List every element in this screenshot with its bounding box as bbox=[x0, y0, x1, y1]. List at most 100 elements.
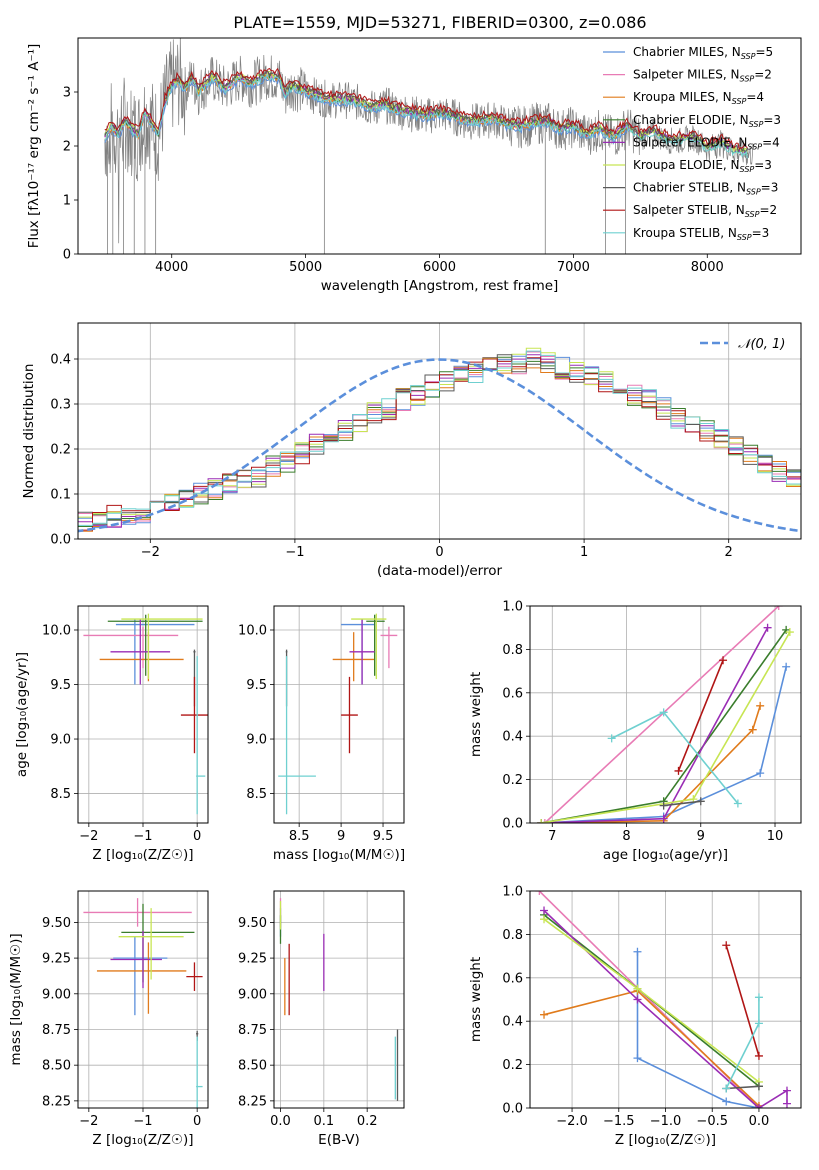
weight-marker bbox=[782, 1086, 791, 1095]
model-line bbox=[104, 73, 748, 159]
y-tick-label: 8.5 bbox=[50, 787, 71, 802]
x-tick-label: 6000 bbox=[423, 260, 456, 275]
model-line bbox=[104, 67, 748, 150]
x-tick-label: −2 bbox=[79, 829, 98, 844]
data-point bbox=[180, 676, 208, 754]
x-tick-label: 8 bbox=[622, 829, 630, 844]
weight-marker bbox=[719, 656, 728, 665]
weight-line bbox=[543, 909, 788, 1108]
x-tick-label: −0.5 bbox=[696, 1114, 728, 1129]
data-point bbox=[113, 936, 168, 1016]
legend-entry: Kroupa ELODIE, NSSP=3 bbox=[633, 158, 772, 174]
weight-marker bbox=[722, 941, 731, 950]
y-tick-label: 1 bbox=[63, 194, 71, 209]
mass-vs-metallicity-panel: −2 −1 0 8.25 8.50 8.75 9.00 9.25 9.50 Z [log₁₀(Z/… bbox=[8, 890, 209, 1148]
normal-curve bbox=[78, 358, 801, 533]
x-axis-label: Z [log₁₀(Z/Z☉)] bbox=[92, 847, 193, 863]
weight-marker bbox=[633, 947, 642, 956]
x-tick-label: 7 bbox=[548, 829, 556, 844]
y-tick-label: 9.50 bbox=[42, 916, 71, 931]
weight-marker bbox=[756, 701, 765, 710]
weight-marker bbox=[540, 915, 549, 924]
plot-area bbox=[83, 613, 208, 815]
x-tick-label: 0.0 bbox=[270, 1114, 291, 1129]
y-tick-label: 0.0 bbox=[502, 1102, 523, 1117]
mass-vs-reddening-panel: 0.0 0.1 0.2 8.25 8.50 8.75 9.00 9.25 9.50 E(B-V) bbox=[238, 890, 405, 1148]
data-point bbox=[196, 1036, 203, 1108]
x-axis-label: age [log₁₀(age/yr)] bbox=[603, 847, 728, 863]
x-tick-label: 8000 bbox=[691, 260, 724, 275]
plot-area bbox=[535, 891, 791, 1108]
y-tick-label: 9.00 bbox=[238, 987, 267, 1002]
y-tick-label: 8.50 bbox=[238, 1059, 267, 1074]
data-point bbox=[380, 626, 398, 669]
axes-frame bbox=[273, 605, 405, 824]
model-line bbox=[104, 70, 748, 154]
weight-line bbox=[677, 660, 724, 772]
weight-marker bbox=[756, 769, 765, 778]
x-tick-label: 4000 bbox=[155, 260, 188, 275]
x-axis-label: (data-model)/error bbox=[377, 563, 503, 579]
weight-marker bbox=[633, 1054, 642, 1063]
x-tick-label: 1 bbox=[580, 545, 588, 560]
age-vs-metallicity-panel: −2 −1 0 8.5 9.0 9.5 10.0 Z [log₁₀(Z/Z☉)] age [lo… bbox=[14, 605, 209, 863]
legend-entry: Salpeter MILES, NSSP=2 bbox=[633, 68, 772, 84]
histogram-step bbox=[78, 351, 801, 535]
plot-area bbox=[537, 606, 794, 823]
y-tick-label: 9.0 bbox=[246, 733, 267, 748]
y-axis-label: Flux [fλ10⁻¹⁷ erg cm⁻² s⁻¹ A⁻¹] bbox=[26, 44, 42, 249]
y-axis-label: Normed distribution bbox=[21, 364, 37, 499]
y-tick-label: 2 bbox=[63, 140, 71, 155]
weight-marker bbox=[659, 801, 668, 810]
data-point bbox=[351, 613, 387, 680]
weight-marker bbox=[540, 1010, 549, 1019]
data-point bbox=[110, 619, 171, 685]
y-tick-label: 0.6 bbox=[502, 971, 523, 986]
y-tick-label: 0.4 bbox=[502, 1015, 523, 1030]
weight-marker bbox=[763, 623, 772, 632]
y-tick-label: 8.25 bbox=[42, 1094, 71, 1109]
figure-title: PLATE=1559, MJD=53271, FIBERID=0300, z=0… bbox=[233, 13, 646, 32]
weight-line bbox=[725, 945, 760, 1057]
y-tick-label: 9.00 bbox=[42, 987, 71, 1002]
x-axis-label: Z [log₁₀(Z/Z☉)] bbox=[92, 1132, 193, 1148]
weight-line bbox=[540, 629, 787, 823]
y-axis-label: mass weight bbox=[468, 957, 484, 1042]
data-point bbox=[83, 626, 179, 669]
y-tick-label: 0.8 bbox=[502, 643, 523, 658]
weight-marker bbox=[540, 906, 549, 915]
weight-line bbox=[541, 705, 761, 823]
data-point bbox=[332, 632, 375, 682]
weight-marker bbox=[733, 799, 742, 808]
data-point bbox=[341, 676, 358, 754]
x-axis-label: wavelength [Angstrom, rest frame] bbox=[321, 278, 559, 294]
x-tick-label: 0 bbox=[193, 829, 201, 844]
y-tick-label: 0.6 bbox=[502, 686, 523, 701]
data-point bbox=[107, 614, 203, 676]
legend-entry: Chabrier ELODIE, NSSP=3 bbox=[633, 113, 781, 129]
y-tick-label: 9.5 bbox=[246, 678, 267, 693]
y-tick-label: 9.25 bbox=[238, 952, 267, 967]
data-point bbox=[99, 632, 184, 682]
plot-area bbox=[278, 613, 398, 815]
weight-line bbox=[636, 951, 760, 1108]
x-tick-label: 9 bbox=[337, 829, 345, 844]
mass-weight-vs-age-panel: 7 8 9 10 0.0 0.2 0.4 0.6 0.8 1.0 age [log₁₀(age/yr… bbox=[468, 600, 802, 863]
y-tick-label: 8.25 bbox=[238, 1094, 267, 1109]
plot-area bbox=[104, 38, 755, 254]
weight-marker bbox=[754, 1051, 763, 1060]
weight-marker bbox=[535, 891, 544, 895]
legend-entry: Salpeter STELIB, NSSP=2 bbox=[633, 203, 777, 219]
weight-marker bbox=[785, 628, 794, 637]
x-tick-label: −1 bbox=[285, 545, 304, 560]
weight-marker bbox=[722, 1097, 731, 1106]
weight-marker bbox=[782, 662, 791, 671]
weight-marker bbox=[540, 819, 549, 823]
y-tick-label: 9.5 bbox=[50, 678, 71, 693]
weight-marker bbox=[633, 995, 642, 1004]
weight-line bbox=[725, 997, 760, 1089]
weight-marker bbox=[696, 797, 705, 806]
y-axis-label: mass [log₁₀(M/M☉)] bbox=[8, 933, 24, 1065]
legend-entry: Salpeter ELODIE, NSSP=4 bbox=[633, 135, 780, 151]
weight-line bbox=[611, 711, 739, 805]
